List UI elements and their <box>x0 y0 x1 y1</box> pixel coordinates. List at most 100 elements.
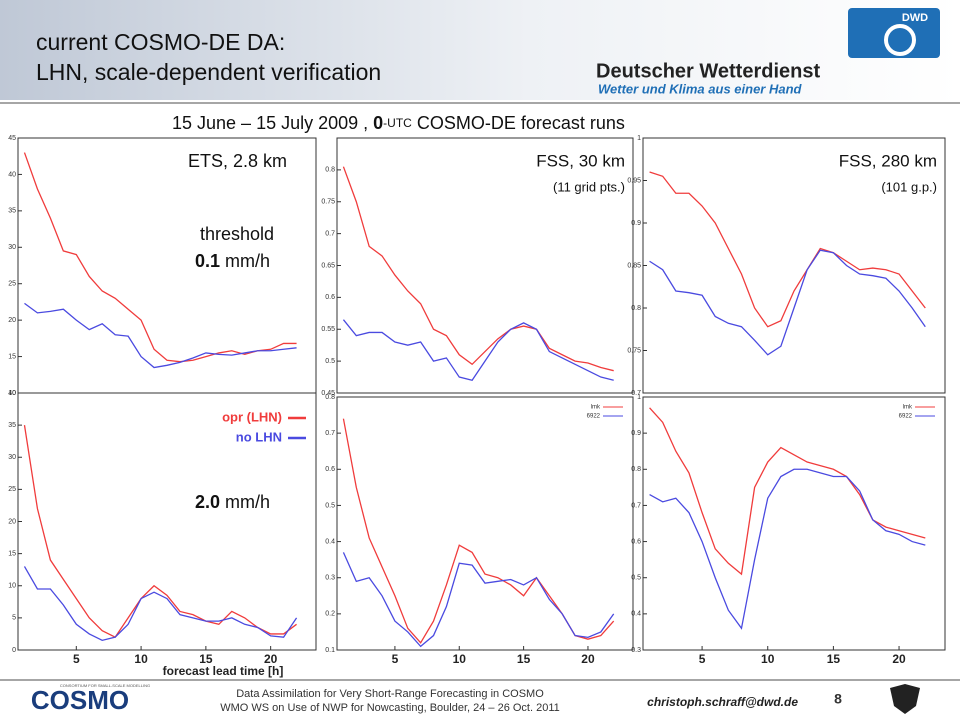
y-tick-label: 0.3 <box>325 575 335 582</box>
x-tick-label: 10 <box>453 652 467 666</box>
plot-frame <box>336 137 634 394</box>
plot-frame <box>17 392 317 651</box>
y-tick-label: 0.7 <box>325 230 335 237</box>
y-tick-label: 15 <box>8 550 16 557</box>
series-line <box>649 249 926 356</box>
y-tick-label: 1 <box>637 135 641 142</box>
slide-title: LHN, scale-dependent verification <box>36 59 381 85</box>
chart-subtitle: (101 g.p.) <box>881 179 937 194</box>
y-tick-label: 0.5 <box>325 502 335 509</box>
annotation: 2.0 mm/h <box>195 492 270 512</box>
y-tick-label: 0.8 <box>325 167 335 174</box>
y-tick-label: 0.6 <box>325 466 335 473</box>
series-line <box>23 152 297 363</box>
x-tick-label: 10 <box>134 652 148 666</box>
y-tick-label: 20 <box>8 317 16 324</box>
y-tick-label: 35 <box>8 208 16 215</box>
annotation: threshold <box>200 224 274 244</box>
legend-label: opr (LHN) <box>222 409 282 424</box>
y-tick-label: 45 <box>8 135 16 142</box>
y-tick-label: 0.75 <box>627 347 641 354</box>
y-tick-label: 0.8 <box>325 394 335 401</box>
y-tick-label: 0.9 <box>631 430 641 437</box>
footer-line: Data Assimilation for Very Short-Range F… <box>236 688 544 700</box>
plot-frame <box>17 137 317 394</box>
y-tick-label: 25 <box>8 281 16 288</box>
y-tick-label: 40 <box>8 390 16 397</box>
annotation-part: mm/h <box>225 251 270 271</box>
series-line <box>649 468 926 630</box>
logo-spiral <box>884 24 916 56</box>
y-tick-label: 10 <box>8 583 16 590</box>
plot-frame <box>336 396 634 651</box>
y-tick-label: 0.3 <box>631 647 641 654</box>
series-line <box>342 319 614 381</box>
subheading-part: 0 <box>373 113 383 133</box>
legend-label: no LHN <box>236 429 282 444</box>
y-tick-label: 0.5 <box>631 575 641 582</box>
footer-email: christoph.schraff@dwd.de <box>647 695 798 709</box>
subheading-part: -UTC <box>383 116 412 130</box>
y-tick-label: 0.7 <box>325 430 335 437</box>
annotation-part: 2.0 <box>195 492 220 512</box>
y-tick-label: 0.6 <box>325 294 335 301</box>
legend-label: lmk <box>903 405 913 411</box>
chart: 0.45 0.5 0.55 0.6 0.65 0.7 0.75 0.8 FSS, 30 km (1… <box>321 137 634 397</box>
series-line <box>23 425 297 638</box>
chart-title: FSS, 30 km <box>536 151 625 170</box>
series-line <box>342 552 615 648</box>
x-tick-label: 15 <box>517 652 531 666</box>
legend-label: 6922 <box>899 414 913 420</box>
subheading-part: COSMO-DE forecast runs <box>412 113 625 133</box>
logo-shape <box>848 8 940 58</box>
y-tick-label: 0.8 <box>631 466 641 473</box>
y-tick-label: 5 <box>12 615 16 622</box>
x-tick-label: 5 <box>699 652 706 666</box>
annotation: 0.1 mm/h <box>195 251 270 271</box>
slide-title: current COSMO-DE DA: <box>36 29 285 55</box>
series-line <box>649 407 926 576</box>
x-tick-label: 5 <box>392 652 399 666</box>
header-bg <box>0 0 960 100</box>
y-tick-label: 0.85 <box>627 262 641 269</box>
legend-label: 6922 <box>587 414 601 420</box>
x-tick-label: 5 <box>73 652 80 666</box>
cosmo-logo-small: CONSORTIUM FOR SMALL-SCALE MODELLING <box>60 683 150 688</box>
annotation-part: 0.1 <box>195 251 220 271</box>
emblem-shape <box>890 684 920 714</box>
x-tick-label: 20 <box>892 652 906 666</box>
x-tick-label: 15 <box>199 652 213 666</box>
y-tick-label: 0.4 <box>325 538 335 545</box>
eagle-emblem <box>890 684 920 714</box>
x-axis-label: forecast lead time [h] <box>163 664 284 678</box>
logo-abbr: DWD <box>902 12 928 24</box>
y-tick-label: 30 <box>8 454 16 461</box>
subheading: 15 June – 15 July 2009 , 0-UTC COSMO-DE … <box>172 113 625 133</box>
chart: 10 15 20 25 30 35 40 45 ETS, 2.8 km threshold 0.1 m… <box>8 135 317 397</box>
x-tick-label: 15 <box>827 652 841 666</box>
annotation-part: mm/h <box>225 492 270 512</box>
y-tick-label: 0.6 <box>631 538 641 545</box>
cosmo-logo: COSMO <box>31 685 129 715</box>
series-line <box>23 566 298 642</box>
chart: 0.1 0.2 0.3 0.4 0.5 0.6 0.7 0.8 5 10 15 20 lmk 6922 <box>325 394 634 666</box>
y-tick-label: 0.65 <box>321 262 335 269</box>
logo-name: Deutscher Wetterdienst <box>596 60 820 82</box>
series-line <box>24 302 297 369</box>
series-line <box>649 171 926 328</box>
x-tick-label: 20 <box>264 652 278 666</box>
plot-frame <box>642 396 946 651</box>
subheading-part: 15 June – 15 July 2009 , <box>172 113 373 133</box>
y-tick-label: 10 <box>8 390 16 397</box>
y-tick-label: 15 <box>8 353 16 360</box>
y-tick-label: 0.7 <box>631 390 641 397</box>
y-tick-label: 0.8 <box>631 305 641 312</box>
y-tick-label: 0 <box>12 647 16 654</box>
legend-label: lmk <box>591 405 601 411</box>
page-number: 8 <box>834 691 842 707</box>
dwd-logo: DWD Deutscher Wetterdienst Wetter und Kl… <box>596 8 940 96</box>
chart: 0 5 10 15 20 25 30 35 40 5 10 15 20 2.0 mm/h forecast l… <box>8 390 317 678</box>
